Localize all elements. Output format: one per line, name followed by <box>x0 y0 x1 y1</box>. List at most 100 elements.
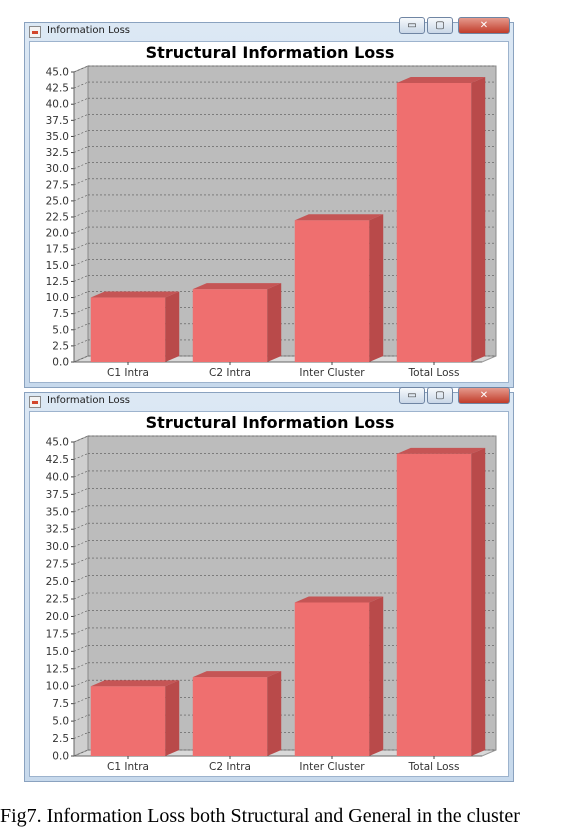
gridline-side <box>73 557 89 565</box>
maximize-button[interactable]: ▢ <box>427 387 453 404</box>
y-tick-label: 12.5 <box>46 276 69 288</box>
y-tick-label: 42.5 <box>46 83 69 95</box>
y-tick-label: 17.5 <box>46 244 69 256</box>
bar-front <box>396 82 472 362</box>
gridline-side <box>73 645 89 652</box>
bar-top <box>192 283 282 290</box>
x-tick-label: C2 Intra <box>209 367 251 379</box>
bar-top <box>90 291 180 298</box>
gridline-side <box>73 697 89 704</box>
y-tick-label: 7.5 <box>52 308 69 320</box>
y-tick-label: 35.0 <box>46 131 69 143</box>
plot-side-wall <box>73 435 89 757</box>
gridline-side <box>73 242 89 250</box>
x-tick-label: C1 Intra <box>107 761 149 773</box>
y-tick-label: 10.0 <box>46 681 69 693</box>
gridline-side <box>73 194 89 202</box>
bar-top <box>90 680 180 687</box>
bar <box>90 291 180 362</box>
y-tick-label: 17.5 <box>46 628 69 640</box>
gridline-side <box>73 210 89 218</box>
y-tick-label: 30.0 <box>46 541 69 553</box>
y-tick-label: 15.0 <box>46 646 69 658</box>
gridline-side <box>73 275 89 282</box>
maximize-button[interactable]: ▢ <box>427 17 453 34</box>
gridline-side <box>73 575 89 582</box>
bar-front <box>90 686 166 756</box>
y-tick-label: 32.5 <box>46 524 69 536</box>
bar-front <box>396 453 472 756</box>
plot-side-wall <box>73 65 89 363</box>
chart-panel: Structural Information Loss 0.0 2.5 5.0 7.5 1… <box>29 411 509 777</box>
window-titlebar[interactable]: Information Loss ▭ ▢ ✕ <box>25 17 513 41</box>
gridline-side <box>73 162 89 169</box>
window-title: Information Loss <box>47 395 130 406</box>
bar-top <box>396 447 486 454</box>
window-title: Information Loss <box>47 25 130 36</box>
gridline-side <box>73 178 89 186</box>
close-button[interactable]: ✕ <box>458 17 510 34</box>
y-tick-label: 40.0 <box>46 99 69 111</box>
y-tick-label: 0.0 <box>52 751 69 763</box>
gridline-side <box>73 97 89 105</box>
minimize-button[interactable]: ▭ <box>399 387 425 404</box>
y-tick-label: 25.0 <box>46 195 69 207</box>
gridline-side <box>73 226 89 234</box>
bar-top <box>294 596 384 603</box>
gridline-side <box>73 453 89 460</box>
bar-side <box>471 76 486 362</box>
bar <box>90 680 180 756</box>
close-button[interactable]: ✕ <box>458 387 510 404</box>
x-tick-label: Total Loss <box>408 367 460 379</box>
gridline-side <box>73 749 89 757</box>
bar <box>396 76 486 362</box>
bar-side <box>165 680 180 756</box>
bar-side <box>369 596 384 756</box>
y-tick-label: 12.5 <box>46 663 69 675</box>
chart-title: Structural Information Loss <box>146 413 395 432</box>
bar-front <box>192 289 268 362</box>
gridline-side <box>73 291 89 298</box>
x-tick-label: Inter Cluster <box>299 761 365 773</box>
y-tick-label: 22.5 <box>46 212 69 224</box>
y-tick-label: 45.0 <box>46 437 69 449</box>
gridline-side <box>73 662 89 670</box>
x-tick-label: Total Loss <box>408 761 460 773</box>
bar <box>396 447 486 756</box>
figure-caption: Fig7. Information Loss both Structural a… <box>0 805 520 827</box>
gridline-side <box>73 323 89 331</box>
bar-front <box>294 220 370 362</box>
gridline-side <box>73 679 89 687</box>
bar-side <box>369 214 384 362</box>
y-tick-label: 5.0 <box>52 324 69 336</box>
y-tick-label: 42.5 <box>46 454 69 466</box>
bar-side <box>471 447 486 756</box>
gridline-side <box>73 522 89 530</box>
y-tick-label: 7.5 <box>52 698 69 710</box>
y-tick-label: 30.0 <box>46 163 69 175</box>
chart-title: Structural Information Loss <box>146 43 395 62</box>
window-titlebar[interactable]: Information Loss ▭ ▢ ✕ <box>25 387 513 411</box>
y-tick-label: 5.0 <box>52 716 69 728</box>
bar <box>192 671 282 756</box>
x-tick-label: C2 Intra <box>209 761 251 773</box>
bar-chart: Structural Information Loss 0.0 2.5 5.0 7.5 1… <box>46 43 497 379</box>
gridline-side <box>73 81 89 89</box>
bar-front <box>294 602 370 756</box>
y-tick-label: 2.5 <box>52 340 69 352</box>
gridline-side <box>73 540 89 547</box>
gridline-side <box>73 130 89 137</box>
gridline-side <box>73 610 89 617</box>
bar-side <box>165 291 180 362</box>
chart-window-1: Information Loss ▭ ▢ ✕ Structural Inform… <box>24 17 514 388</box>
gridline-side <box>73 259 89 266</box>
y-tick-label: 35.0 <box>46 506 69 518</box>
gridline-side <box>73 505 89 513</box>
y-tick-label: 2.5 <box>52 733 69 745</box>
y-tick-label: 27.5 <box>46 179 69 191</box>
minimize-button[interactable]: ▭ <box>399 17 425 34</box>
bar-front <box>192 677 268 756</box>
chart-panel: Structural Information Loss 0.0 2.5 5.0 7.5 1… <box>29 41 509 383</box>
y-tick-label: 0.0 <box>52 357 69 369</box>
gridline-side <box>73 114 89 121</box>
